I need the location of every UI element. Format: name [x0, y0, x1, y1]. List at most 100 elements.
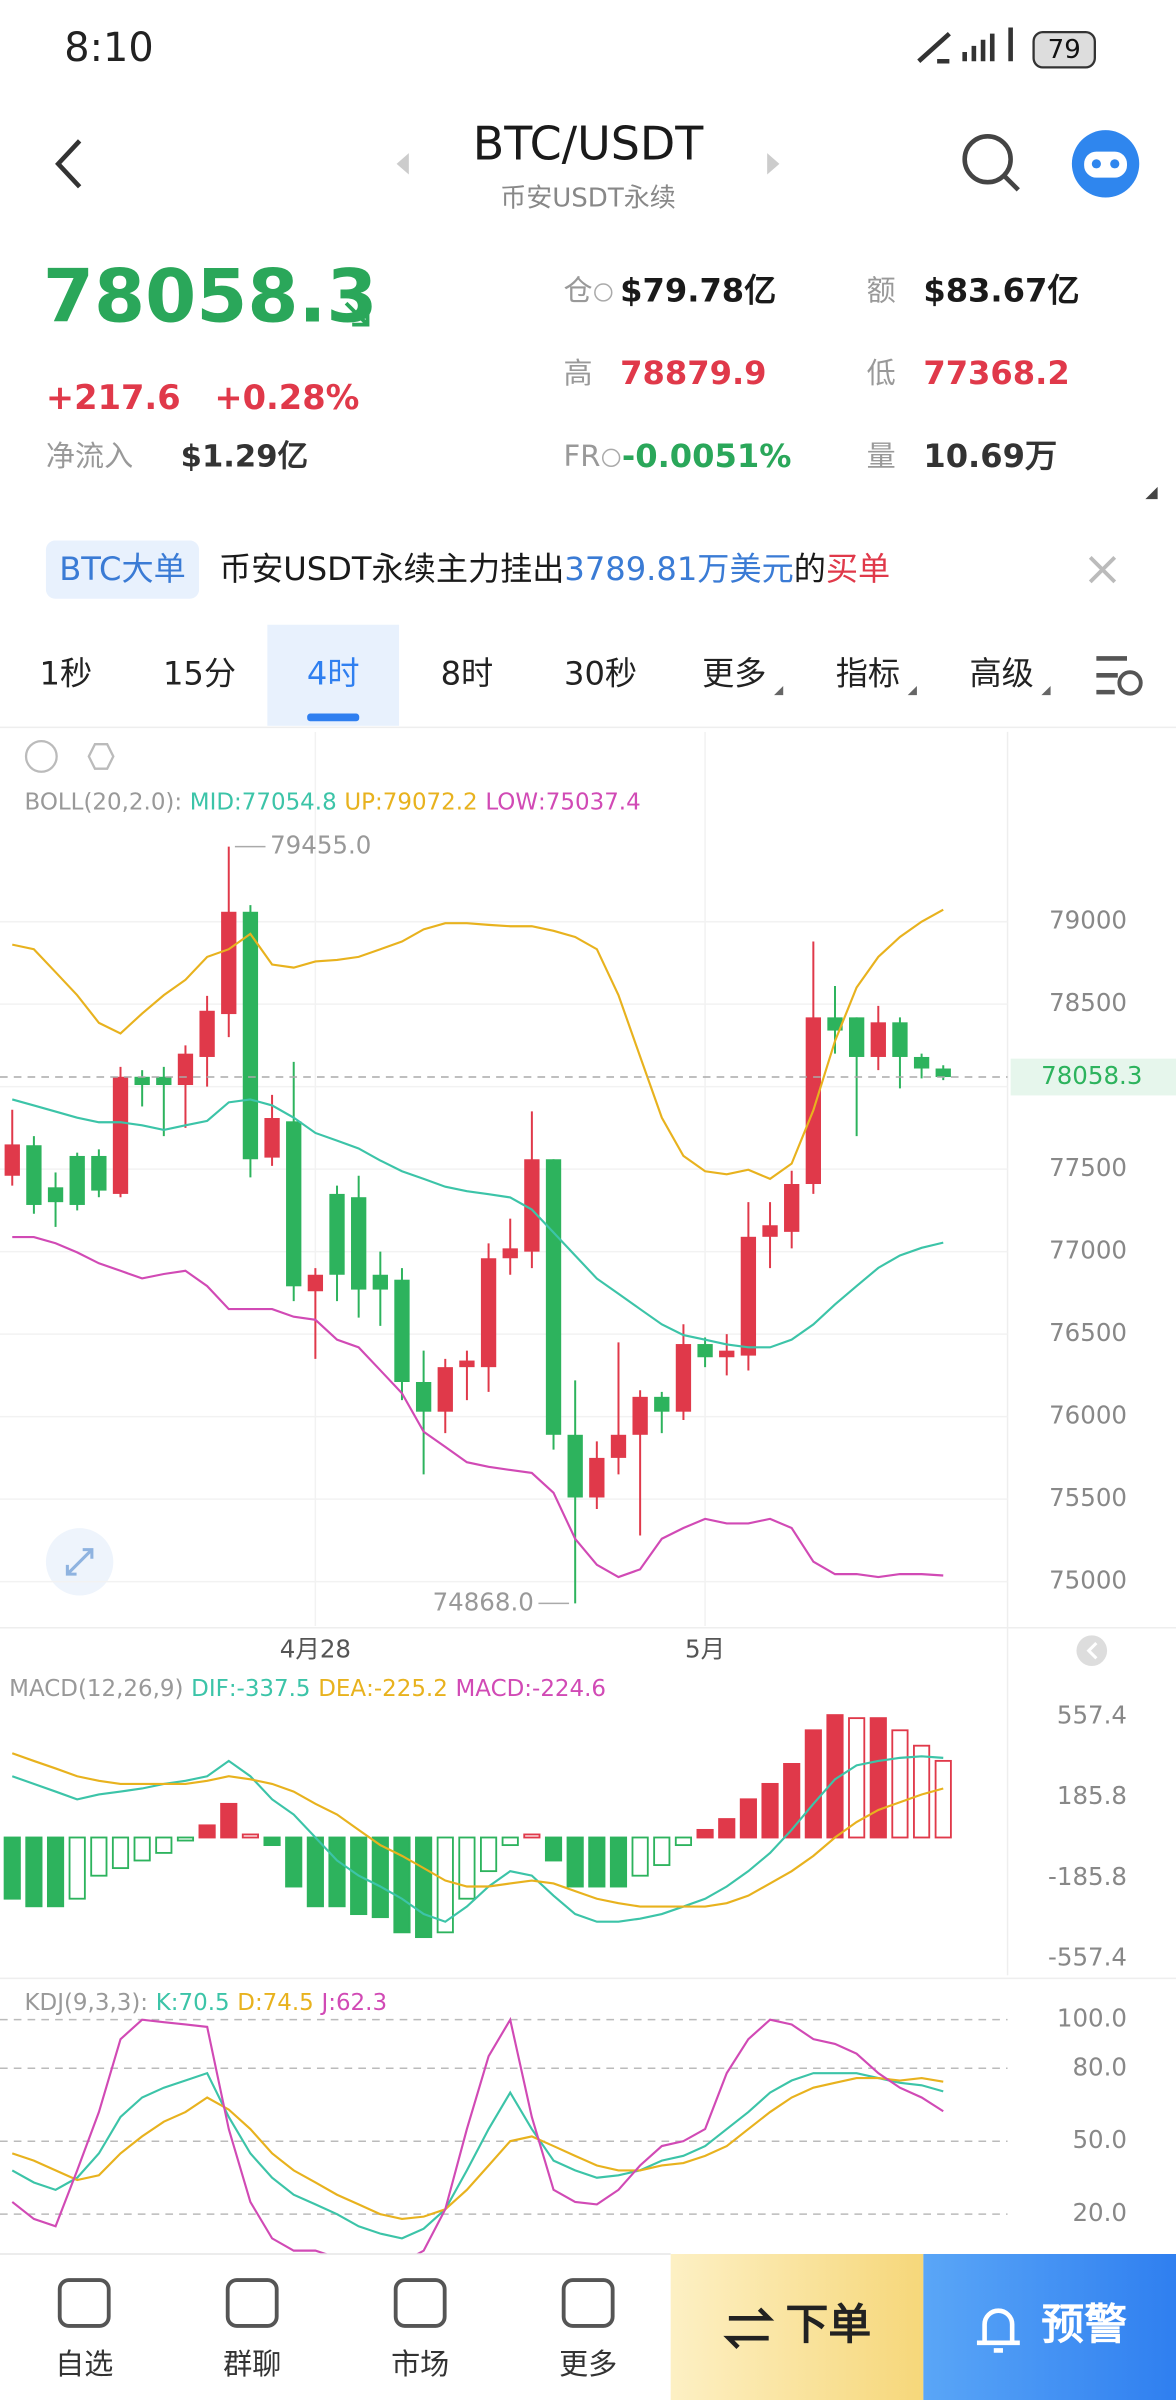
tab[interactable]: 高级 — [969, 654, 1033, 692]
order-icon — [723, 2307, 775, 2350]
tab[interactable]: 指标 — [836, 654, 900, 692]
stat-label: FR — [564, 439, 601, 473]
order-label[interactable]: 下单 — [786, 2300, 872, 2350]
alert-label[interactable]: 预警 — [1041, 2300, 1127, 2350]
banner-tag-bg — [45, 540, 200, 599]
candle-body — [632, 1396, 648, 1435]
legend-value: :-224.6 — [524, 1675, 606, 1701]
collapse-icon[interactable] — [24, 739, 58, 773]
macd-bar — [609, 1836, 628, 1888]
stat-value: 77368.2 — [923, 354, 1069, 392]
macd-bar — [436, 1836, 454, 1934]
indicator-line — [11, 2071, 944, 2240]
candle-body — [437, 1367, 453, 1412]
macd-bar — [25, 1836, 43, 1908]
stat-label: 高 — [564, 356, 593, 390]
candle-body — [351, 1197, 367, 1290]
order-button[interactable] — [670, 2253, 924, 2400]
macd-bar — [263, 1836, 281, 1847]
chart-settings[interactable] — [1096, 656, 1143, 696]
macd-bar — [285, 1836, 303, 1888]
tab[interactable]: 30秒 — [564, 654, 637, 692]
macd-bar — [176, 1836, 195, 1842]
candle-body — [156, 1076, 172, 1086]
stat-value: $79.78亿 — [620, 271, 776, 309]
expand-corner[interactable] — [1145, 486, 1158, 500]
y-tick-label: 557.4 — [1057, 1701, 1127, 1730]
nav-label[interactable]: 群聊 — [223, 2347, 281, 2381]
banner-part: 3789.81万美元 — [564, 550, 793, 588]
tab[interactable]: 更多 — [702, 654, 766, 692]
y-tick-label: 80.0 — [1072, 2052, 1127, 2081]
y-tick-label: 20.0 — [1072, 2198, 1127, 2227]
legend-name: MID — [190, 789, 234, 815]
y-tick-label: 100.0 — [1057, 2004, 1127, 2033]
nav-icon — [393, 2278, 447, 2328]
next-pair[interactable] — [767, 153, 780, 175]
nav-label[interactable]: 自选 — [55, 2347, 113, 2381]
assistant-avatar[interactable] — [1071, 130, 1140, 198]
tab[interactable]: 8时 — [441, 654, 494, 692]
settings-icon[interactable] — [87, 743, 115, 770]
y-tick-label: -557.4 — [1048, 1942, 1127, 1971]
macd-bar — [913, 1744, 931, 1839]
legend-name: MACD — [456, 1675, 525, 1701]
macd-bar — [891, 1729, 909, 1839]
net-inflow: $1.29亿 — [181, 439, 308, 474]
prev-pair[interactable] — [396, 153, 409, 175]
dropdown-caret — [774, 685, 784, 696]
tab[interactable]: 1秒 — [40, 654, 93, 692]
banner-close[interactable] — [1088, 556, 1117, 584]
legend-name: D — [237, 1989, 255, 2015]
macd-bar — [371, 1836, 389, 1919]
alert-button[interactable] — [923, 2253, 1176, 2400]
nav-label[interactable]: 市场 — [391, 2347, 449, 2381]
candle-body — [134, 1076, 150, 1086]
macd-bar — [241, 1833, 259, 1839]
stat-label: 仓 — [564, 273, 593, 307]
candle-body — [415, 1381, 432, 1412]
tab[interactable]: 15分 — [163, 654, 236, 692]
nav-items: 自选 群聊 市场 更多 — [55, 2278, 617, 2381]
macd-bar — [869, 1717, 887, 1839]
macd-bar — [458, 1836, 476, 1900]
fullscreen-button[interactable] — [45, 1528, 114, 1596]
indicator-line — [12, 1236, 944, 1579]
tab[interactable]: 4时 — [307, 654, 360, 692]
extreme-label: 79455.0 — [270, 831, 371, 860]
candle-body — [827, 1017, 843, 1031]
macd-bar — [133, 1836, 151, 1862]
back-button[interactable] — [55, 139, 82, 189]
legend-name: K — [156, 1989, 172, 2015]
macd-bar — [198, 1824, 216, 1839]
candle-body — [459, 1360, 475, 1368]
net-inflow-label: 净流入 — [46, 439, 133, 473]
candle-body — [524, 1159, 540, 1252]
banner-part: 的 — [794, 550, 826, 588]
clock: 8:10 — [64, 25, 153, 71]
nav-icon — [561, 2278, 615, 2328]
candle-body — [480, 1258, 497, 1368]
search-button[interactable] — [962, 133, 1020, 192]
indicator-name: MACD(12,26,9) — [9, 1675, 183, 1701]
price-change: +217.6 — [46, 378, 181, 417]
reset-button[interactable] — [1076, 1635, 1108, 1666]
battery — [1032, 31, 1096, 69]
legend-value: :70.5 — [171, 1989, 230, 2015]
chart-panel: 7500075500760007650077000775007800078500… — [0, 731, 1176, 1664]
battery-level: 79 — [1048, 35, 1081, 65]
macd-bar — [544, 1836, 563, 1862]
macd-bar — [631, 1836, 649, 1877]
candle-body — [47, 1187, 64, 1203]
stat-value: $83.67亿 — [923, 271, 1079, 309]
macd-bar — [328, 1836, 346, 1908]
candle-body — [610, 1434, 627, 1458]
indicator-line — [11, 1098, 944, 1349]
macd-bar — [739, 1798, 757, 1839]
nav-label[interactable]: 更多 — [559, 2347, 617, 2381]
stat-value: -0.0051% — [622, 437, 792, 475]
legend-name: LOW — [485, 789, 538, 815]
macd-bar — [501, 1836, 519, 1847]
candle-body — [112, 1076, 129, 1194]
